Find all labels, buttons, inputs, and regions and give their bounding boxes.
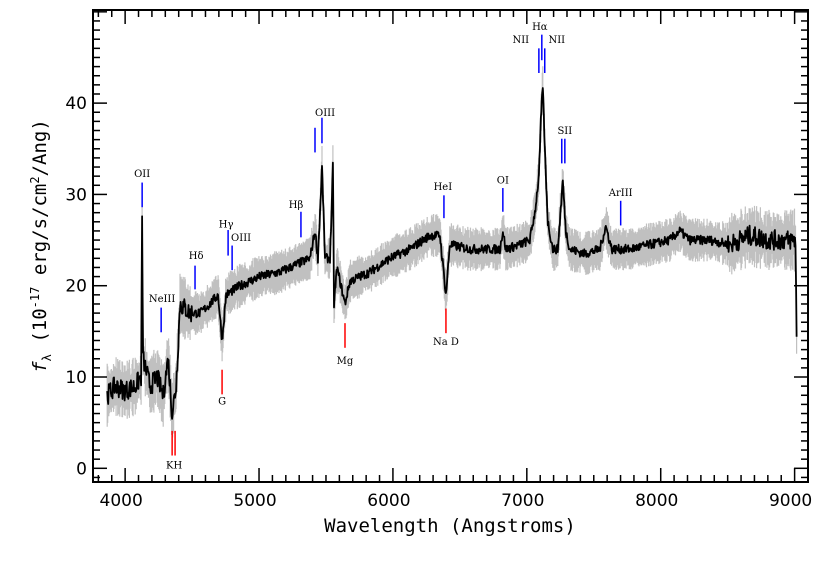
y-title-part: f [29, 361, 51, 373]
y-title-part: λ [40, 354, 54, 361]
line-label: OIII [231, 233, 251, 244]
y-tick-label: 0 [76, 459, 87, 479]
x-tick-label: 7000 [501, 491, 544, 511]
line-label: KH [166, 460, 182, 471]
line-label: Hα [532, 22, 548, 33]
x-tick-label: 4000 [100, 491, 143, 511]
y-title-part: erg/s/cm [29, 184, 51, 287]
y-title-part: /Ang) [29, 119, 51, 176]
y-tick-label: 40 [65, 94, 87, 114]
x-tick-label: 9000 [769, 491, 812, 511]
line-label: Na D [433, 337, 459, 348]
line-label: NeIII [149, 294, 176, 305]
line-label: NII [512, 35, 529, 46]
y-title-part: -17 [28, 287, 42, 309]
plot-frame [92, 9, 809, 483]
spectrum-series [106, 87, 798, 420]
line-label: Mg [337, 356, 354, 367]
y-axis-title-text: fλ (10-17 erg/s/cm2/Ang) [28, 119, 54, 373]
y-tick-label: 30 [65, 185, 87, 205]
line-label: SII [557, 126, 572, 137]
x-tick-label: 8000 [635, 491, 678, 511]
y-title-part: 2 [28, 176, 42, 183]
y-axis-title: fλ (10-17 erg/s/cm2/Ang) [28, 119, 54, 373]
line-markers [141, 34, 622, 456]
axes: 4000 5000 6000 7000 8000 9000 0 10 20 30 40 [65, 9, 812, 511]
line-label: Hγ [219, 219, 234, 230]
x-tick-label: 6000 [367, 491, 410, 511]
line-label: HeI [434, 182, 453, 193]
error-band [106, 66, 798, 445]
line-label: OIII [315, 108, 335, 119]
error-bars [106, 66, 798, 445]
y-tick-label: 10 [65, 368, 87, 388]
spectrum-line [106, 87, 798, 420]
line-label: G [218, 396, 226, 407]
line-label: NII [548, 35, 565, 46]
x-tick-label: 5000 [233, 491, 276, 511]
y-title-part: (10 [29, 308, 51, 354]
line-label: OI [497, 175, 509, 186]
y-tick-label: 20 [65, 277, 87, 297]
line-label: ArIII [608, 188, 633, 199]
x-axis-title: Wavelength (Angstroms) [324, 515, 576, 537]
line-label: OII [134, 169, 150, 180]
line-label: Hβ [289, 200, 304, 211]
line-label: Hδ [189, 251, 204, 262]
